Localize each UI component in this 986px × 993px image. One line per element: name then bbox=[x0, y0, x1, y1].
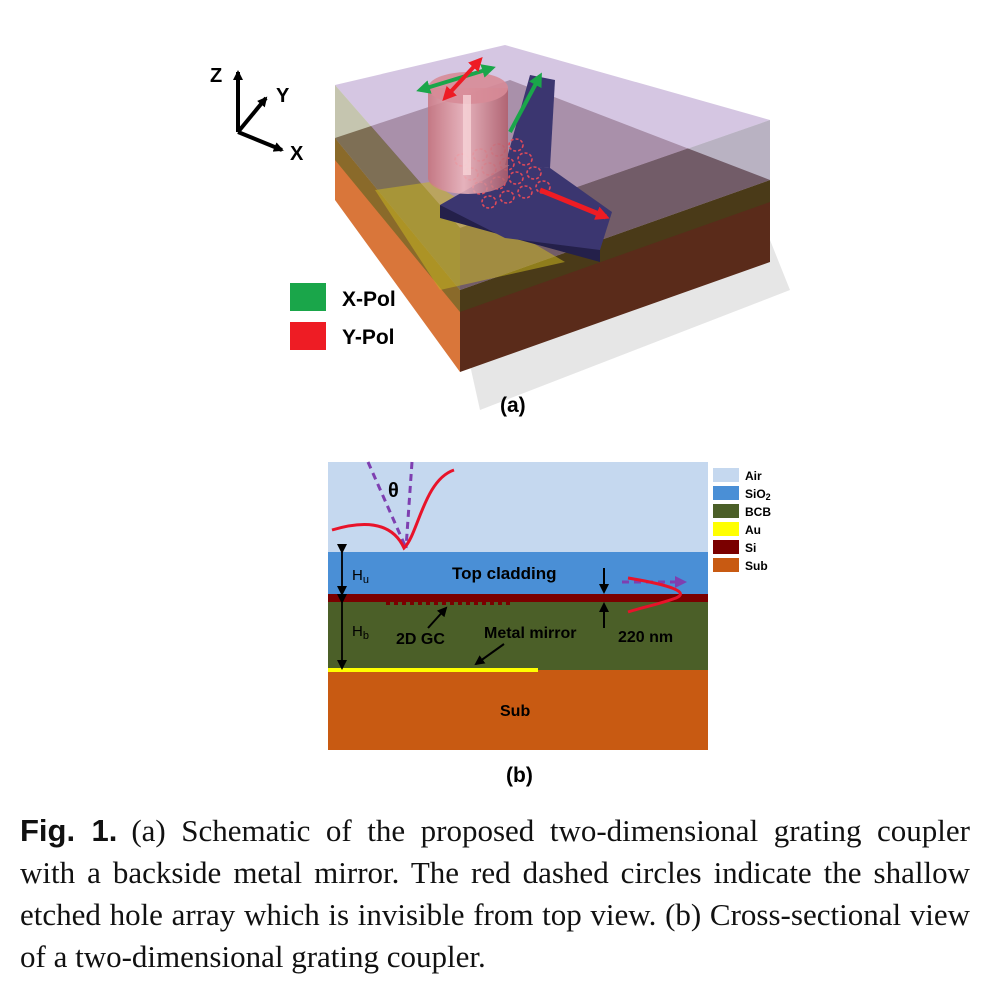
layer-au-mirror bbox=[328, 668, 538, 672]
grating-tooth bbox=[490, 602, 494, 605]
incident-angle-line bbox=[366, 461, 408, 549]
panel-a-schematic: Z Y X X-Pol Y-Pol (a) bbox=[210, 45, 790, 417]
grating-tooth bbox=[450, 602, 454, 605]
legend-sio2-label: SiO2 bbox=[745, 487, 771, 502]
grating-tooth bbox=[442, 602, 446, 605]
polarization-legend: X-Pol Y-Pol bbox=[290, 283, 396, 350]
etched-hole bbox=[508, 171, 524, 185]
grating-tooth bbox=[394, 602, 398, 605]
grating-tooth bbox=[482, 602, 486, 605]
figure-canvas: Z Y X X-Pol Y-Pol (a) θ Hu Top cladding bbox=[210, 45, 790, 787]
grating-tooth bbox=[386, 602, 390, 605]
y-pol-arrow-waveguide bbox=[539, 187, 610, 220]
layer-si bbox=[328, 594, 708, 602]
panel-b-cross-section: θ Hu Top cladding Hb 2D GC Metal mirror … bbox=[328, 461, 771, 787]
legend-x-pol-swatch bbox=[290, 283, 326, 311]
guided-mode-profile bbox=[627, 576, 682, 614]
grating-tooth bbox=[434, 602, 438, 605]
legend-y-pol-swatch bbox=[290, 322, 326, 350]
legend-y-pol-label: Y-Pol bbox=[342, 326, 395, 349]
layer-bcb bbox=[328, 602, 708, 670]
legend-si-swatch bbox=[713, 540, 739, 554]
x-pol-arrow-waveguide bbox=[508, 72, 542, 133]
grating-tooth bbox=[506, 602, 510, 605]
grating-tooth bbox=[466, 602, 470, 605]
legend-air-swatch bbox=[713, 468, 739, 482]
legend-bcb-swatch bbox=[713, 504, 739, 518]
panel-a-label: (a) bbox=[500, 394, 526, 417]
axes-indicator: Z Y X bbox=[210, 65, 304, 165]
etched-hole bbox=[517, 152, 533, 166]
legend-au-label: Au bbox=[745, 523, 761, 537]
legend-bcb-label: BCB bbox=[745, 505, 771, 519]
layer-air bbox=[328, 462, 708, 552]
legend-au-swatch bbox=[713, 522, 739, 536]
etched-hole bbox=[526, 166, 542, 180]
legend-si-label: Si bbox=[745, 541, 756, 555]
caption-text: (a) Schematic of the proposed two-dimens… bbox=[20, 813, 970, 974]
gaussian-beam-profile bbox=[331, 468, 455, 551]
y-pol-arrow-top bbox=[442, 57, 483, 101]
metal-mirror-label: Metal mirror bbox=[484, 625, 576, 642]
hb-label: Hb bbox=[352, 623, 369, 642]
substrate-label: Sub bbox=[500, 703, 530, 720]
etched-hole bbox=[517, 185, 533, 199]
normal-line bbox=[404, 461, 414, 549]
substrate-right-face bbox=[460, 200, 770, 372]
panel-b-label: (b) bbox=[506, 764, 533, 787]
etched-hole bbox=[508, 138, 524, 152]
caption-figure-label: Fig. 1. bbox=[20, 813, 118, 848]
material-legend: Air SiO2 BCB Au Si Sub bbox=[713, 468, 771, 573]
etched-hole bbox=[499, 190, 515, 204]
layer-sub bbox=[328, 670, 708, 750]
legend-sub-label: Sub bbox=[745, 559, 768, 573]
grating-tooth bbox=[418, 602, 422, 605]
etched-hole bbox=[481, 195, 497, 209]
hu-label: Hu bbox=[352, 567, 369, 586]
grating-tooth bbox=[410, 602, 414, 605]
legend-sub-swatch bbox=[713, 558, 739, 572]
axis-y-label: Y bbox=[276, 85, 290, 107]
figure-caption: Fig. 1. (a) Schematic of the proposed two… bbox=[20, 810, 970, 978]
legend-sio2-swatch bbox=[713, 486, 739, 500]
grating-tooth bbox=[458, 602, 462, 605]
legend-x-pol-label: X-Pol bbox=[342, 288, 396, 311]
grating-teeth bbox=[386, 602, 510, 605]
thickness-label: 220 nm bbox=[618, 629, 673, 646]
grating-tooth bbox=[498, 602, 502, 605]
grating-tooth bbox=[402, 602, 406, 605]
layer-sio2 bbox=[328, 552, 708, 594]
grating-label: 2D GC bbox=[396, 631, 445, 648]
waveguide-arm bbox=[505, 75, 555, 168]
theta-label: θ bbox=[388, 480, 399, 502]
axis-x-label: X bbox=[290, 143, 304, 165]
grating-tooth bbox=[426, 602, 430, 605]
axis-z-label: Z bbox=[210, 65, 222, 87]
grating-tooth bbox=[474, 602, 478, 605]
top-cladding-label: Top cladding bbox=[452, 564, 557, 583]
legend-air-label: Air bbox=[745, 469, 762, 483]
metal-mirror-3d bbox=[375, 182, 565, 290]
